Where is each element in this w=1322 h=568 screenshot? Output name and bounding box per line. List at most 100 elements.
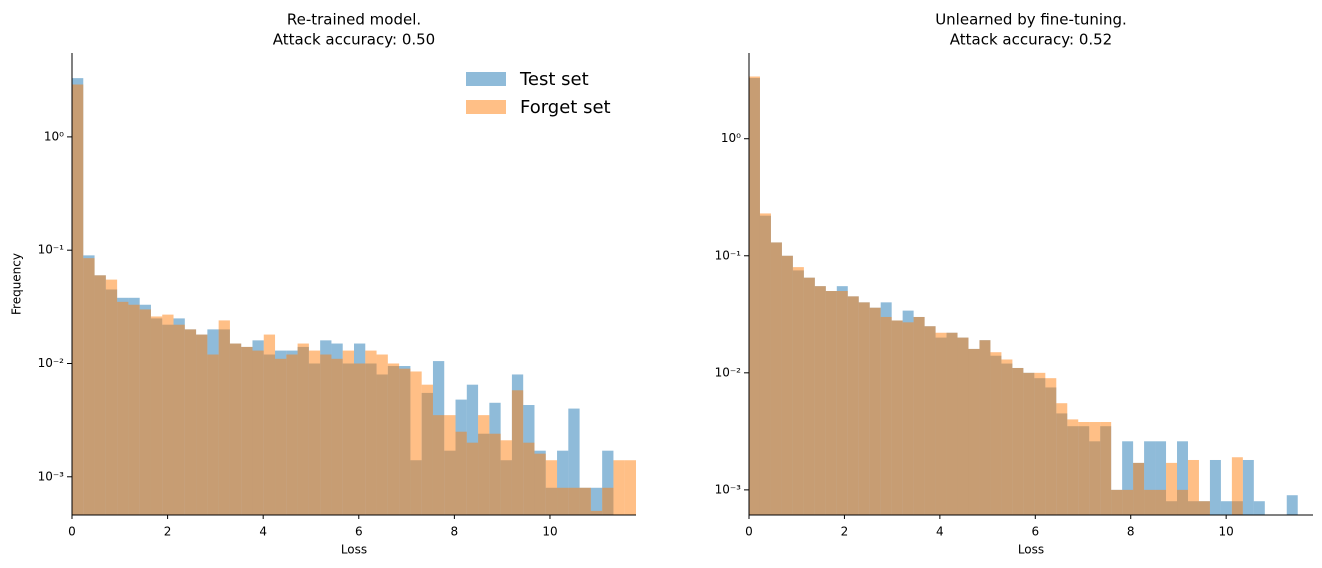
histogram-bar — [924, 326, 936, 515]
y-tick-label: 10⁻¹ — [38, 243, 65, 257]
histogram-bar — [1177, 489, 1188, 515]
x-tick-label: 4 — [936, 525, 944, 539]
histogram-bar — [354, 363, 366, 515]
histogram-bar — [568, 487, 580, 515]
histogram-bar — [891, 320, 903, 515]
histogram-bar — [792, 267, 804, 515]
histogram-bar — [1144, 441, 1156, 515]
y-tick-label: 10⁻² — [38, 356, 65, 370]
histogram-bar — [968, 348, 980, 515]
histogram-bar — [913, 316, 925, 515]
histogram-bar — [455, 431, 467, 515]
y-tick-label: 10⁻³ — [715, 482, 742, 496]
histogram-bar — [252, 350, 264, 515]
histogram-bar — [534, 453, 546, 515]
histogram-bar — [1155, 489, 1167, 515]
histogram-bar — [173, 324, 185, 515]
histogram-bar — [72, 84, 84, 516]
histogram-bar — [94, 275, 106, 515]
histogram-bar — [1122, 489, 1134, 515]
histogram-bar — [979, 340, 991, 515]
x-tick-label: 8 — [1127, 525, 1135, 539]
chart-title: Attack accuracy: 0.52 — [950, 31, 1112, 49]
histogram-bar — [935, 332, 947, 515]
histogram-bar — [836, 291, 848, 515]
histogram-bar — [602, 450, 614, 515]
histogram-bar — [557, 450, 569, 515]
histogram-bar — [1012, 367, 1024, 515]
x-tick-label: 10 — [1219, 525, 1234, 539]
y-tick-label: 10⁰ — [44, 129, 64, 143]
x-tick-label: 4 — [259, 525, 267, 539]
histogram-bar — [162, 314, 174, 515]
histogram-bar — [320, 354, 332, 515]
histogram-bar — [847, 296, 859, 515]
histogram-bar — [1100, 422, 1112, 515]
histogram-bar — [83, 258, 95, 515]
chart-title: Attack accuracy: 0.50 — [273, 31, 435, 49]
legend-swatch — [466, 100, 506, 114]
histogram-bar — [466, 442, 479, 515]
histogram-bar — [331, 358, 343, 515]
histogram-bar — [297, 343, 309, 515]
histogram-bar — [1045, 378, 1057, 515]
x-axis-label: Loss — [341, 543, 367, 557]
x-tick-label: 6 — [355, 525, 363, 539]
histogram-bar — [880, 316, 892, 515]
histogram-bar — [207, 354, 219, 515]
histogram-bar — [128, 304, 140, 515]
x-tick-label: 0 — [68, 525, 76, 539]
histogram-bar — [902, 322, 914, 515]
histogram-bar — [1056, 403, 1068, 515]
histogram-bar — [1209, 459, 1221, 515]
legend-label: Forget set — [520, 97, 611, 118]
x-tick-label: 10 — [542, 525, 557, 539]
x-tick-label: 8 — [451, 525, 459, 539]
histogram-bar — [1166, 462, 1178, 515]
histogram-bar — [613, 460, 625, 515]
histogram-bar — [602, 487, 614, 515]
histogram-bar — [150, 316, 163, 515]
histogram-bar — [990, 352, 1002, 515]
histogram-bar — [545, 460, 558, 515]
histogram-bar — [421, 384, 433, 515]
histogram-bar — [275, 358, 287, 515]
histogram-bar — [523, 442, 535, 515]
chart-title: Unlearned by fine-tuning. — [935, 11, 1127, 29]
x-tick-label: 2 — [841, 525, 849, 539]
histogram-bar — [444, 415, 456, 515]
histogram-bar — [1067, 419, 1079, 515]
histogram-bar — [511, 390, 524, 515]
histogram-bar — [1078, 422, 1090, 515]
histogram-bar — [957, 337, 969, 515]
histogram-bar — [1231, 457, 1243, 515]
histogram-bar — [1133, 462, 1145, 515]
histogram-bar — [286, 354, 298, 515]
histogram-bar — [1286, 495, 1298, 515]
histogram-bar — [579, 487, 591, 515]
histogram-bar — [184, 329, 197, 515]
histogram-bar — [229, 343, 242, 515]
x-axis-label: Loss — [1018, 543, 1044, 557]
histogram-bar — [376, 354, 388, 515]
y-tick-label: 10⁻³ — [38, 469, 65, 483]
histogram-bar — [1198, 501, 1210, 515]
histogram-bar — [399, 368, 411, 515]
histogram-bar — [557, 487, 569, 515]
histogram-bar — [1220, 501, 1232, 515]
histogram-bar — [1001, 359, 1013, 515]
y-tick-label: 10⁻¹ — [715, 248, 742, 262]
y-tick-label: 10⁻² — [715, 365, 742, 379]
histogram-bar — [241, 346, 253, 515]
histogram-bar — [770, 242, 782, 515]
histogram-bar — [590, 510, 603, 515]
histogram-bar — [1122, 441, 1134, 515]
histogram-bar — [1111, 489, 1123, 515]
histogram-bar — [749, 76, 760, 516]
x-tick-label: 6 — [1031, 525, 1039, 539]
histogram-bar — [624, 460, 636, 515]
histogram-bar — [478, 415, 490, 515]
histogram-bar — [1144, 489, 1156, 515]
histogram-bar — [1242, 459, 1254, 515]
